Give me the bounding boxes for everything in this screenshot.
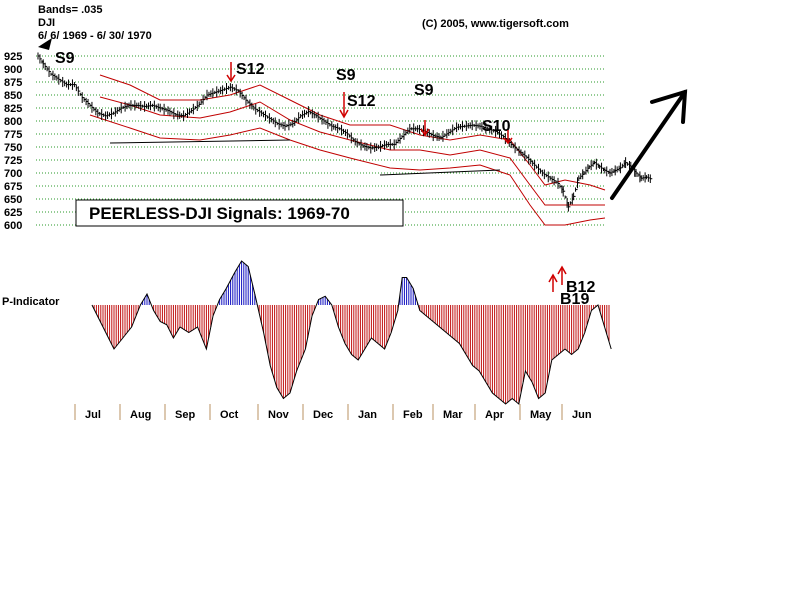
title-box xyxy=(75,199,404,227)
month-label: Oct xyxy=(220,409,239,421)
trading-bands xyxy=(89,74,606,226)
signal-b12: B12 xyxy=(566,279,595,296)
chart-title: PEERLESS-DJI Signals: 1969-70 xyxy=(89,204,350,223)
signal-s9-2: S9 xyxy=(336,67,356,84)
y-tick-label: 750 xyxy=(4,142,22,154)
support-line-2 xyxy=(379,169,501,176)
sell-arrow-s9 xyxy=(420,120,430,137)
y-tick-label: 775 xyxy=(4,129,22,141)
month-label: Aug xyxy=(130,409,151,421)
y-tick-label: 725 xyxy=(4,155,22,167)
y-tick-label: 600 xyxy=(4,220,22,232)
month-label: Apr xyxy=(485,409,505,421)
y-tick-label: 925 xyxy=(4,51,22,63)
signal-s12-2: S12 xyxy=(347,93,376,110)
signal-s9-1: S9 xyxy=(55,50,75,67)
support-line-1 xyxy=(109,139,291,144)
p-indicator-outline xyxy=(91,260,612,405)
signal-s10: S10 xyxy=(482,118,511,135)
y-tick-label: 675 xyxy=(4,181,22,193)
uptrend-arrow-icon xyxy=(610,89,688,200)
y-tick-label: 700 xyxy=(4,168,22,180)
sell-arrow-s12-2 xyxy=(339,92,349,119)
month-label: Dec xyxy=(313,409,333,421)
date-range-label: 6/ 6/ 1969 - 6/ 30/ 1970 xyxy=(38,30,152,42)
start-arrow-icon xyxy=(38,38,52,50)
month-label: Mar xyxy=(443,409,463,421)
sell-arrow-s10 xyxy=(503,130,513,145)
y-tick-label: 850 xyxy=(4,90,22,102)
month-label: Sep xyxy=(175,409,195,421)
month-label: Jan xyxy=(358,409,377,421)
signal-s12-1: S12 xyxy=(236,61,265,78)
sell-arrow-s12-1 xyxy=(226,62,236,83)
y-tick-label: 825 xyxy=(4,103,22,115)
y-tick-label: 650 xyxy=(4,194,22,206)
bands-label: Bands= .035 xyxy=(38,4,103,16)
month-label: May xyxy=(530,409,552,421)
y-tick-label: 875 xyxy=(4,77,22,89)
p-indicator-series xyxy=(91,260,612,405)
buy-arrow-b12 xyxy=(557,265,567,285)
month-axis: Jul Aug Sep Oct Nov Dec Jan Feb Mar Apr May Jun xyxy=(74,404,592,421)
y-tick-label: 800 xyxy=(4,116,22,128)
signal-s9-3: S9 xyxy=(414,82,434,99)
p-indicator-label: P-Indicator xyxy=(2,296,60,308)
month-label: Nov xyxy=(268,409,290,421)
month-label: Jul xyxy=(85,409,101,421)
upper-band xyxy=(99,74,606,191)
symbol-label: DJI xyxy=(38,17,55,29)
month-label: Feb xyxy=(403,409,423,421)
y-tick-label: 625 xyxy=(4,207,22,219)
y-tick-label: 900 xyxy=(4,64,22,76)
signal-b19: B19 xyxy=(560,291,589,308)
price-y-axis: 9259008758508258007757507257006756506256… xyxy=(4,51,22,232)
copyright-label: (C) 2005, www.tigersoft.com xyxy=(422,18,569,30)
middle-band xyxy=(99,96,605,206)
lower-band xyxy=(89,114,606,226)
buy-arrow-b19 xyxy=(548,273,558,292)
month-label: Jun xyxy=(572,409,592,421)
